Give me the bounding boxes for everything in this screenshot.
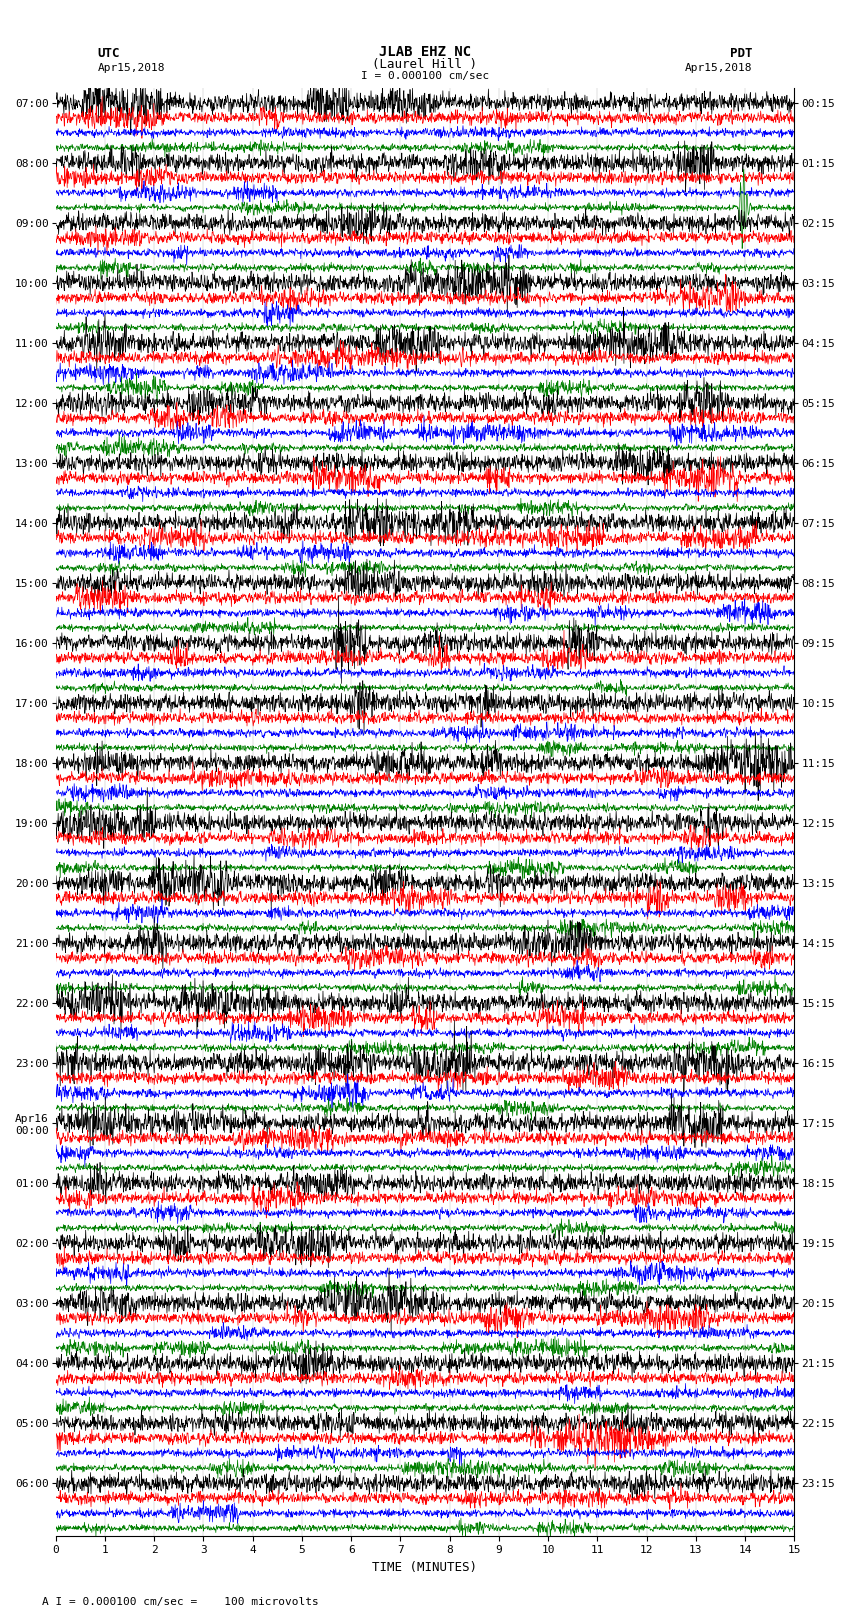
X-axis label: TIME (MINUTES): TIME (MINUTES) bbox=[372, 1561, 478, 1574]
Text: UTC: UTC bbox=[98, 47, 120, 60]
Text: Apr15,2018: Apr15,2018 bbox=[98, 63, 165, 73]
Text: I = 0.000100 cm/sec: I = 0.000100 cm/sec bbox=[361, 71, 489, 82]
Text: PDT: PDT bbox=[730, 47, 752, 60]
Text: (Laurel Hill ): (Laurel Hill ) bbox=[372, 58, 478, 71]
Text: JLAB EHZ NC: JLAB EHZ NC bbox=[379, 45, 471, 58]
Text: Apr15,2018: Apr15,2018 bbox=[685, 63, 752, 73]
Text: A I = 0.000100 cm/sec =    100 microvolts: A I = 0.000100 cm/sec = 100 microvolts bbox=[42, 1597, 320, 1607]
